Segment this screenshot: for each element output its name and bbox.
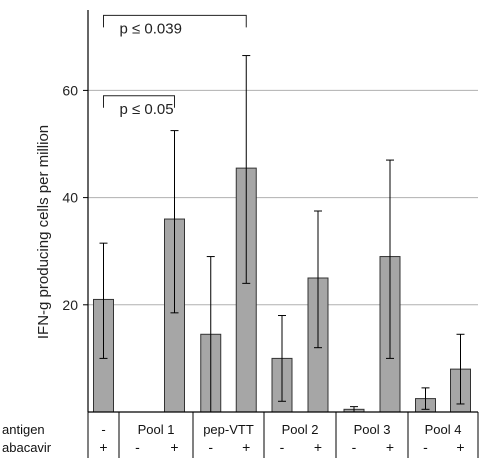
row-label-antigen: antigen [2, 422, 45, 437]
significance-label-1: p ≤ 0.05 [120, 101, 174, 118]
abacavir-sign-5-1: + [456, 439, 464, 455]
category-label-1: Pool 1 [138, 422, 175, 437]
error-bars [99, 55, 465, 413]
category-label-4: Pool 3 [354, 422, 391, 437]
significance-bracket-1 [103, 95, 175, 108]
abacavir-sign-5-0: - [423, 439, 428, 455]
category-label-0: - [101, 422, 105, 437]
abacavir-sign-4-1: + [386, 439, 394, 455]
y-tick-label-20: 20 [62, 297, 78, 313]
significance-bracket-0 [103, 14, 247, 28]
significance-annotations: p ≤ 0.039 p ≤ 0.05 [103, 14, 247, 118]
row-label-abacavir: abacavir [2, 440, 52, 455]
y-axis-title: IFN-g producing cells per million [35, 125, 52, 339]
y-tick-label-40: 40 [62, 190, 78, 206]
y-tick-label-60: 60 [62, 82, 78, 98]
category-table: antigen abacavir - + Pool 1 - + pep-VTT - + Pool 2… [2, 412, 479, 458]
abacavir-sign-3-1: + [314, 439, 322, 455]
significance-label-0: p ≤ 0.039 [120, 20, 182, 37]
abacavir-sign-2-1: + [242, 439, 250, 455]
gridlines [88, 89, 478, 306]
axes: 20 40 60 [62, 10, 478, 413]
abacavir-sign-1-1: + [170, 439, 178, 455]
abacavir-sign-1-0: - [135, 439, 140, 455]
category-label-3: Pool 2 [282, 422, 319, 437]
abacavir-sign-0-0: + [99, 439, 107, 455]
abacavir-sign-2-0: - [208, 439, 213, 455]
category-label-5: Pool 4 [425, 422, 462, 437]
abacavir-sign-3-0: - [280, 439, 285, 455]
abacavir-sign-4-0: - [352, 439, 357, 455]
category-label-2: pep-VTT [203, 422, 254, 437]
